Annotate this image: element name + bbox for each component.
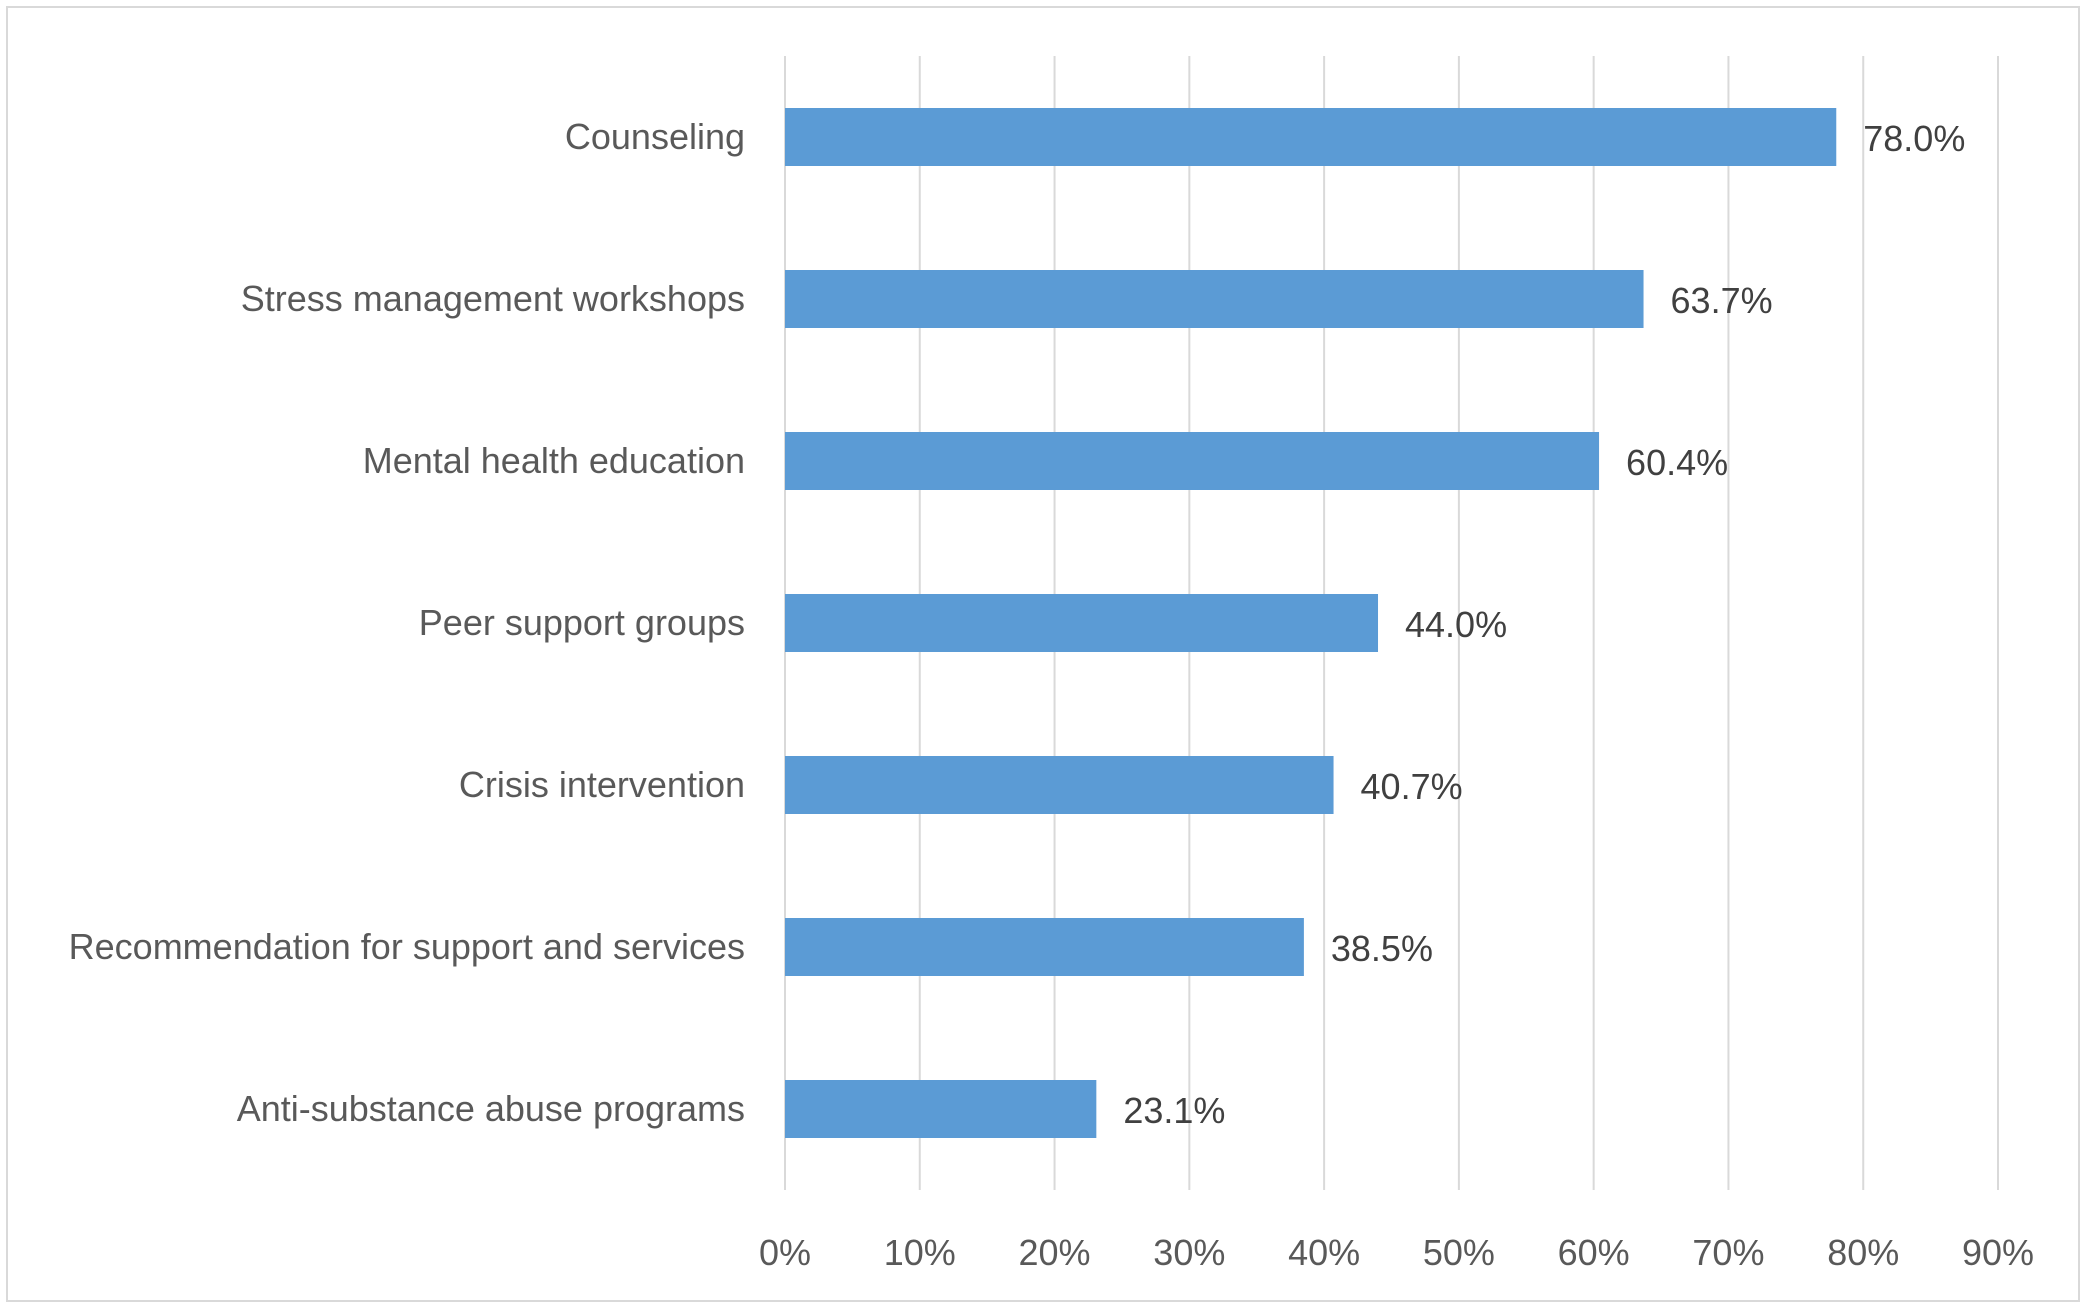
data-label: 23.1% bbox=[1123, 1090, 1225, 1131]
x-tick-label: 20% bbox=[1019, 1232, 1091, 1273]
x-tick-label: 80% bbox=[1827, 1232, 1899, 1273]
category-label: Peer support groups bbox=[419, 602, 745, 643]
category-label: Counseling bbox=[565, 116, 745, 157]
data-label: 60.4% bbox=[1626, 442, 1728, 483]
bar bbox=[785, 432, 1600, 490]
x-tick-label: 70% bbox=[1692, 1232, 1764, 1273]
category-label: Crisis intervention bbox=[459, 764, 745, 805]
bar bbox=[785, 594, 1379, 652]
x-tick-label: 0% bbox=[759, 1232, 811, 1273]
category-label: Recommendation for support and services bbox=[69, 926, 745, 967]
bar bbox=[785, 108, 1837, 166]
x-tick-label: 10% bbox=[884, 1232, 956, 1273]
bar bbox=[785, 270, 1644, 328]
x-tick-label: 60% bbox=[1558, 1232, 1630, 1273]
data-label: 44.0% bbox=[1405, 604, 1507, 645]
x-tick-label: 40% bbox=[1288, 1232, 1360, 1273]
bars bbox=[785, 108, 1837, 1138]
data-label: 63.7% bbox=[1671, 280, 1773, 321]
gridlines bbox=[784, 56, 1999, 1190]
data-label: 78.0% bbox=[1863, 118, 1965, 159]
category-label: Mental health education bbox=[363, 440, 745, 481]
bar bbox=[785, 1080, 1097, 1138]
bar bbox=[785, 756, 1334, 814]
data-label: 40.7% bbox=[1361, 766, 1463, 807]
x-tick-label: 50% bbox=[1423, 1232, 1495, 1273]
bar bbox=[785, 918, 1304, 976]
value-labels: 78.0% 63.7% 60.4% 44.0% 40.7% 38.5% 23.1% bbox=[1123, 118, 1965, 1131]
x-tick-label: 30% bbox=[1153, 1232, 1225, 1273]
category-label: Stress management workshops bbox=[241, 278, 745, 319]
data-label: 38.5% bbox=[1331, 928, 1433, 969]
category-label: Anti-substance abuse programs bbox=[237, 1088, 745, 1129]
category-labels: Counseling Stress management workshops Men… bbox=[69, 116, 745, 1129]
x-tick-label: 90% bbox=[1962, 1232, 2034, 1273]
x-axis-tick-labels: 0% 10% 20% 30% 40% 50% 60% 70% 80% 90% bbox=[759, 1232, 2034, 1273]
